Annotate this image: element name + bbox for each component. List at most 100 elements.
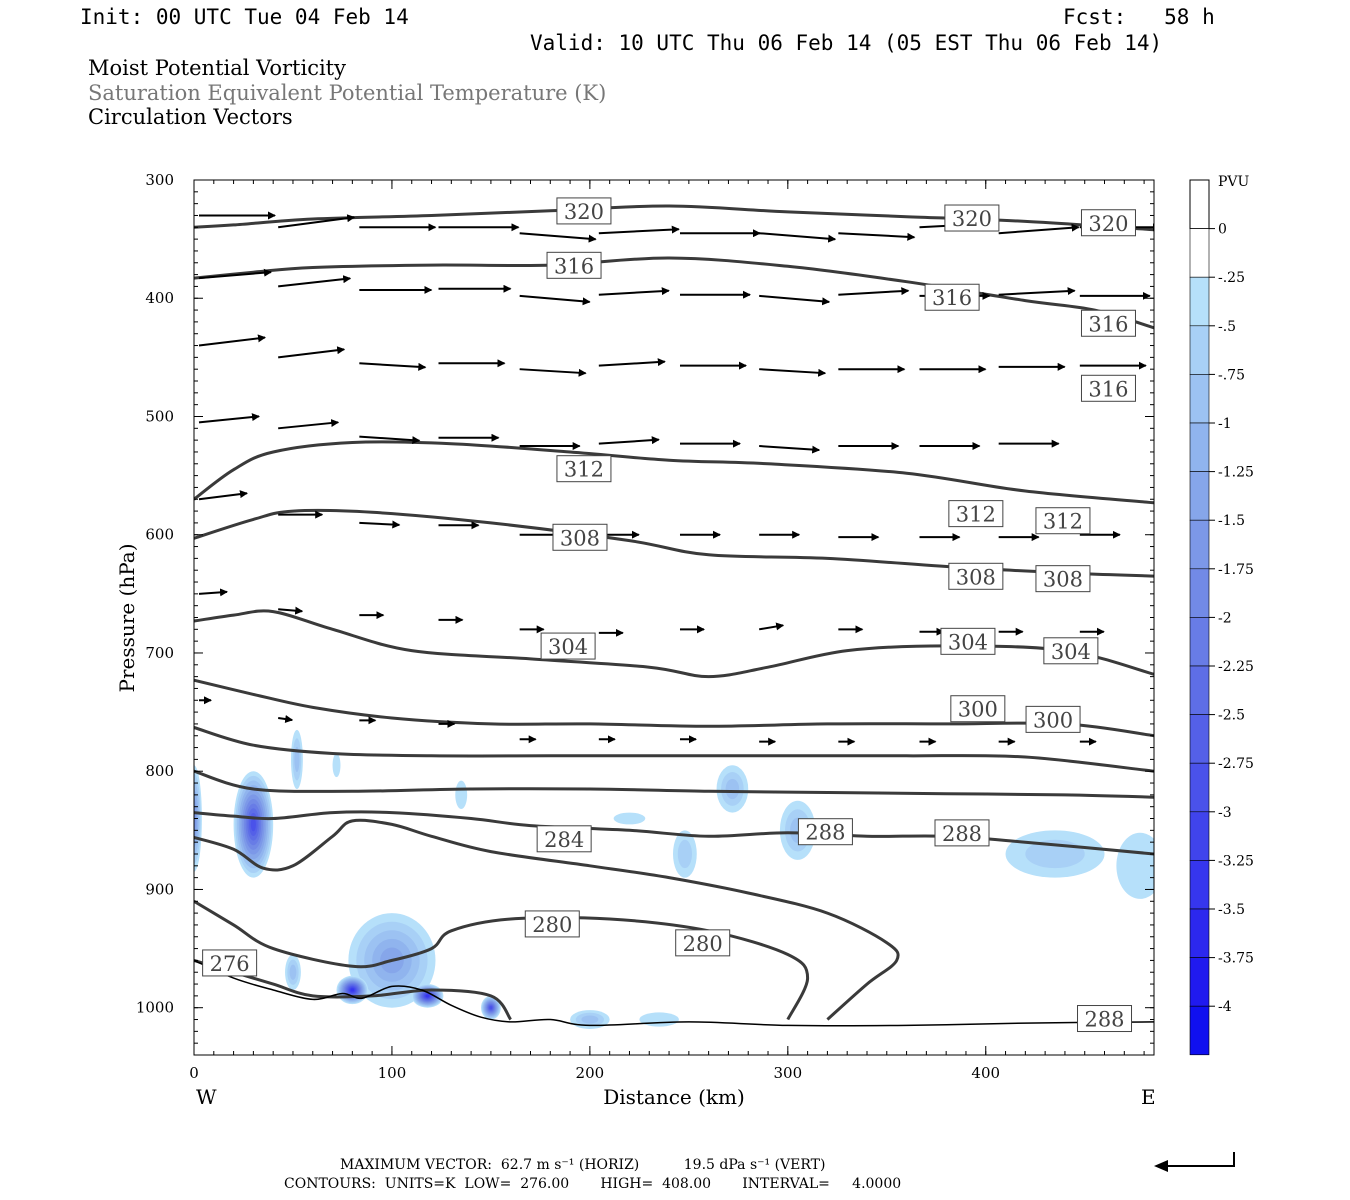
field-title-thetae: Saturation Equivalent Potential Temperat…: [88, 81, 607, 105]
theta-e-contour-284: [194, 818, 900, 1021]
pv-shade-region: [725, 778, 740, 800]
colorbar-level-label: -1.75: [1218, 562, 1254, 578]
circulation-vector: [359, 435, 421, 445]
contour-label: 308: [1043, 568, 1083, 592]
y-tick-label: 500: [145, 407, 174, 425]
circulation-vector: [359, 362, 427, 371]
contour-label-box: [948, 562, 1004, 590]
circulation-vector: [759, 294, 831, 306]
pv-shade-region: [1116, 832, 1154, 899]
contour-label: 280: [683, 932, 723, 956]
x-tick-label: 200: [576, 1064, 605, 1082]
circulation-vector: [598, 436, 660, 445]
circulation-vector: [598, 225, 680, 235]
colorbar-segment: [1189, 617, 1210, 667]
colorbar-segment: [1189, 374, 1210, 424]
colorbar-segment: [1189, 1005, 1210, 1056]
contour-label-box: [924, 283, 980, 311]
colorbar-segment: [1189, 762, 1210, 813]
theta-e-contour-316: [194, 256, 1154, 330]
contour-label: 312: [1043, 510, 1083, 534]
contour-label: 320: [564, 200, 604, 224]
x-tick-label: 100: [378, 1064, 407, 1082]
circulation-vector: [519, 368, 587, 377]
contour-label-box: [524, 910, 580, 938]
pv-shade-region: [639, 1012, 679, 1027]
x-tick-label: 400: [971, 1064, 1000, 1082]
contour-label: 288: [805, 821, 845, 845]
contour-label: 316: [932, 286, 972, 310]
contour-label-box: [546, 251, 602, 279]
colorbar-segment: [1189, 228, 1210, 278]
pv-shade-region: [294, 746, 300, 773]
contour-label-box: [940, 627, 996, 655]
y-tick-label: 400: [145, 289, 174, 307]
contour-label: 304: [548, 635, 588, 659]
contour-label-box: [556, 455, 612, 483]
contour-label: 288: [942, 822, 982, 846]
colorbar-segment: [1189, 665, 1210, 715]
x-tick-label: 300: [773, 1064, 802, 1082]
colorbar-level-label: -2.5: [1218, 708, 1245, 724]
pv-shade-region: [250, 817, 256, 832]
init-time: Init: 00 UTC Tue 04 Feb 14: [80, 5, 409, 29]
terrain-line: [194, 959, 1154, 1027]
colorbar-level-label: -3.5: [1218, 902, 1245, 918]
circulation-vector: [198, 490, 248, 501]
circulation-vector: [278, 419, 340, 430]
contour-label: 300: [958, 698, 998, 722]
contour-label-box: [948, 500, 1004, 528]
circulation-vector: [198, 334, 266, 347]
colorbar-level-label: -3: [1218, 805, 1232, 821]
circulation-vector: [519, 294, 591, 306]
colorbar-level-label: -4: [1218, 999, 1232, 1015]
valid-time: Valid: 10 UTC Thu 06 Feb 14 (05 EST Thu …: [530, 31, 1163, 55]
pv-shade-region: [613, 812, 646, 825]
colorbar-level-label: -1.25: [1218, 465, 1254, 481]
contour-info-note: CONTOURS: UNITS=K LOW= 276.00 HIGH= 408.…: [284, 1176, 902, 1192]
contour-label-box: [536, 825, 592, 853]
circulation-vector: [278, 606, 304, 615]
y-tick-label: 900: [145, 880, 174, 898]
colorbar-segment: [1189, 276, 1210, 327]
contour-label-box: [934, 819, 990, 847]
y-tick-label: 800: [145, 762, 174, 780]
pv-shade-region: [332, 753, 341, 778]
colorbar-level-label: -.5: [1218, 319, 1236, 335]
colorbar-segment: [1189, 957, 1210, 1007]
theta-e-contour-304: [194, 609, 1154, 679]
contour-label: 284: [544, 828, 584, 852]
contour-label-box: [950, 695, 1006, 723]
forecast-hour: Fcst: 58 h: [1063, 5, 1215, 29]
theta-e-contour-296: [194, 726, 1154, 773]
contour-label-box: [1077, 1005, 1133, 1033]
field-title-mpv: Moist Potential Vorticity: [88, 56, 346, 80]
contour-label-box: [1080, 374, 1136, 402]
contour-label-box: [1035, 507, 1091, 535]
colorbar-segment: [1189, 179, 1210, 230]
theta-e-contour-280: [194, 900, 810, 1021]
colorbar-level-label: -2.75: [1218, 756, 1254, 772]
contour-label-box: [1080, 209, 1136, 237]
colorbar-level-label: -3.25: [1218, 853, 1254, 869]
circulation-vector: [519, 232, 597, 243]
circulation-vector: [198, 588, 228, 597]
y-tick-label: 600: [145, 526, 174, 544]
circulation-vector: [359, 520, 401, 529]
x-axis-east-label: E: [1141, 1085, 1156, 1109]
x-tick-label: 0: [189, 1064, 199, 1082]
circulation-vector: [838, 287, 910, 296]
circulation-vector: [998, 223, 1080, 235]
circulation-vector: [278, 275, 352, 288]
colorbar-segment: [1189, 422, 1210, 472]
colorbar-segment: [1189, 908, 1210, 958]
x-axis-title: Distance (km): [603, 1085, 745, 1109]
contour-label: 308: [956, 565, 996, 589]
contour-label: 300: [1033, 708, 1073, 732]
colorbar-segment: [1189, 471, 1210, 521]
contour-label: 316: [1088, 312, 1128, 336]
colorbar-segment: [1189, 860, 1210, 910]
circulation-vector: [198, 413, 260, 424]
pv-shade-region: [289, 964, 297, 980]
